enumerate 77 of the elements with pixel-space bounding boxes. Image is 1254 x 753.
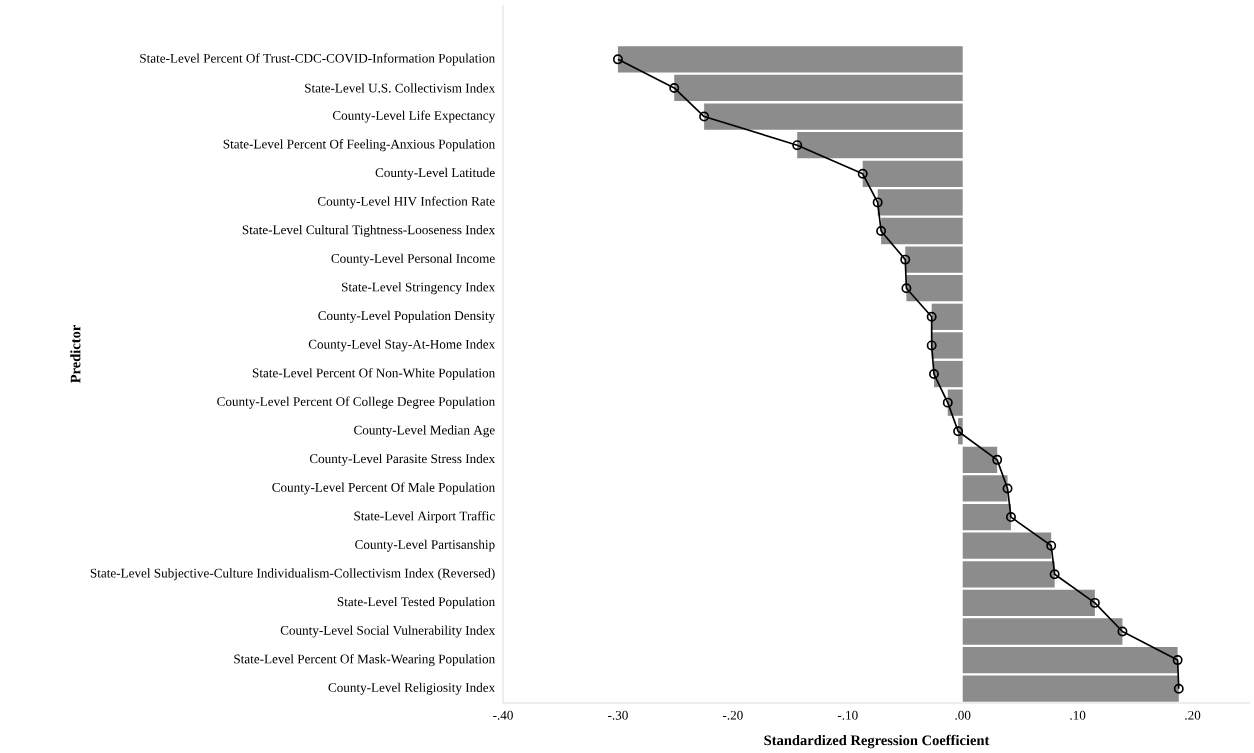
bar bbox=[905, 246, 963, 273]
y-tick-label: County-Level HIV Infection Rate bbox=[317, 196, 495, 209]
y-tick-label: County-Level Population Density bbox=[318, 310, 496, 323]
point bbox=[1002, 483, 1013, 494]
y-tick-label: County-Level Percent Of College Degree Population bbox=[217, 396, 495, 409]
point bbox=[900, 254, 911, 265]
y-tick-label: County-Level Religiosity Index bbox=[328, 682, 496, 695]
bar bbox=[877, 189, 963, 216]
point bbox=[1089, 597, 1100, 608]
y-tick-label: State-Level Cultural Tightness-Looseness Index bbox=[242, 225, 496, 238]
y-tick-label: State-Level U.S. Collectivism Index bbox=[305, 83, 496, 93]
bar bbox=[962, 561, 1055, 588]
bar bbox=[933, 360, 963, 388]
point bbox=[872, 197, 883, 208]
y-tick-label: State-Level Subjective-Culture Individualism-Collectivism Index (Reversed) bbox=[90, 568, 495, 581]
bar bbox=[962, 618, 1123, 645]
y-tick-label: State-Level Tested Population bbox=[337, 597, 495, 609]
bar bbox=[962, 503, 1011, 531]
bar bbox=[617, 46, 963, 73]
point bbox=[926, 340, 937, 351]
point bbox=[1172, 655, 1183, 666]
point bbox=[953, 426, 964, 437]
point bbox=[942, 397, 953, 408]
y-axis-title: Predictor bbox=[70, 325, 81, 384]
bar bbox=[674, 74, 963, 102]
y-tick-label: County-Level Life Expectancy bbox=[332, 110, 496, 123]
y-tick-label: State-Level Percent Of Mask-Wearing Population bbox=[234, 654, 495, 667]
point bbox=[612, 54, 623, 65]
bar bbox=[962, 675, 1179, 702]
bar bbox=[881, 217, 963, 245]
bar bbox=[906, 275, 963, 302]
bar bbox=[962, 647, 1178, 674]
point bbox=[901, 283, 912, 294]
y-tick-label: State-Level Percent Of Non-White Population bbox=[252, 368, 495, 381]
point bbox=[876, 226, 887, 237]
bar bbox=[947, 389, 963, 416]
y-tick-label: County-Level Median Age bbox=[354, 425, 495, 438]
y-tick-label: County-Level Personal Income bbox=[331, 253, 495, 266]
x-tick-label: -.10 bbox=[837, 710, 858, 720]
bar bbox=[962, 446, 998, 474]
point bbox=[926, 311, 937, 322]
bar bbox=[962, 532, 1052, 559]
y-tick-label: State-Level Airport Traffic bbox=[354, 511, 495, 524]
point bbox=[1049, 569, 1060, 580]
bar bbox=[962, 475, 1008, 502]
y-tick-label: State-Level Percent Of Trust-CDC-COVID-Information Population bbox=[140, 53, 495, 66]
point bbox=[857, 168, 868, 179]
y-tick-label: County-Level Latitude bbox=[375, 167, 495, 180]
point bbox=[928, 369, 939, 380]
y-tick-label: County-Level Partisanship bbox=[355, 539, 495, 552]
bar bbox=[931, 332, 963, 359]
x-tick-label: .20 bbox=[1185, 710, 1201, 720]
y-tick-label: State-Level Percent Of Feeling-Anxious Population bbox=[223, 139, 495, 152]
point bbox=[1117, 626, 1128, 637]
x-axis-title: Standardized Regression Coefficient bbox=[764, 734, 990, 749]
point bbox=[669, 83, 680, 94]
point bbox=[992, 454, 1003, 465]
x-tick-label: -.30 bbox=[608, 710, 628, 720]
x-tick-label: -.40 bbox=[493, 710, 513, 720]
bar bbox=[931, 303, 963, 331]
y-tick-label: State-Level Stringency Index bbox=[342, 282, 496, 295]
bar bbox=[797, 132, 963, 159]
point bbox=[699, 111, 710, 122]
x-tick-label: .00 bbox=[955, 710, 971, 720]
point bbox=[1173, 683, 1184, 694]
bar bbox=[862, 160, 963, 187]
point bbox=[792, 140, 803, 151]
y-tick-label: County-Level Parasite Stress Index bbox=[309, 453, 496, 466]
bar bbox=[962, 589, 1095, 617]
x-tick-label: -.20 bbox=[722, 710, 743, 720]
x-tick-label: .10 bbox=[1070, 710, 1086, 720]
point bbox=[1046, 540, 1057, 551]
y-tick-label: County-Level Percent Of Male Population bbox=[272, 482, 495, 495]
point bbox=[1005, 512, 1016, 523]
y-tick-label: County-Level Social Vulnerability Index bbox=[280, 625, 496, 638]
y-tick-label: County-Level Stay-At-Home Index bbox=[308, 339, 496, 352]
bar bbox=[704, 103, 963, 130]
